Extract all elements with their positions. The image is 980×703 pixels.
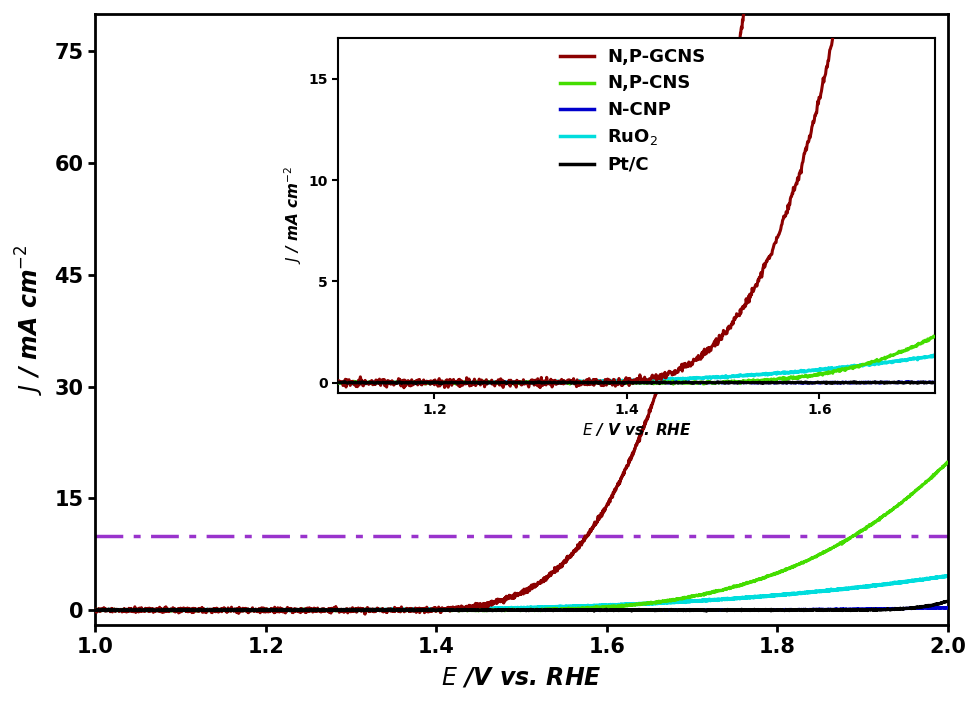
Y-axis label: $J$ / mA cm$^{-2}$: $J$ / mA cm$^{-2}$ [14, 244, 46, 395]
X-axis label: $E$ /V vs. RHE: $E$ /V vs. RHE [441, 665, 602, 689]
